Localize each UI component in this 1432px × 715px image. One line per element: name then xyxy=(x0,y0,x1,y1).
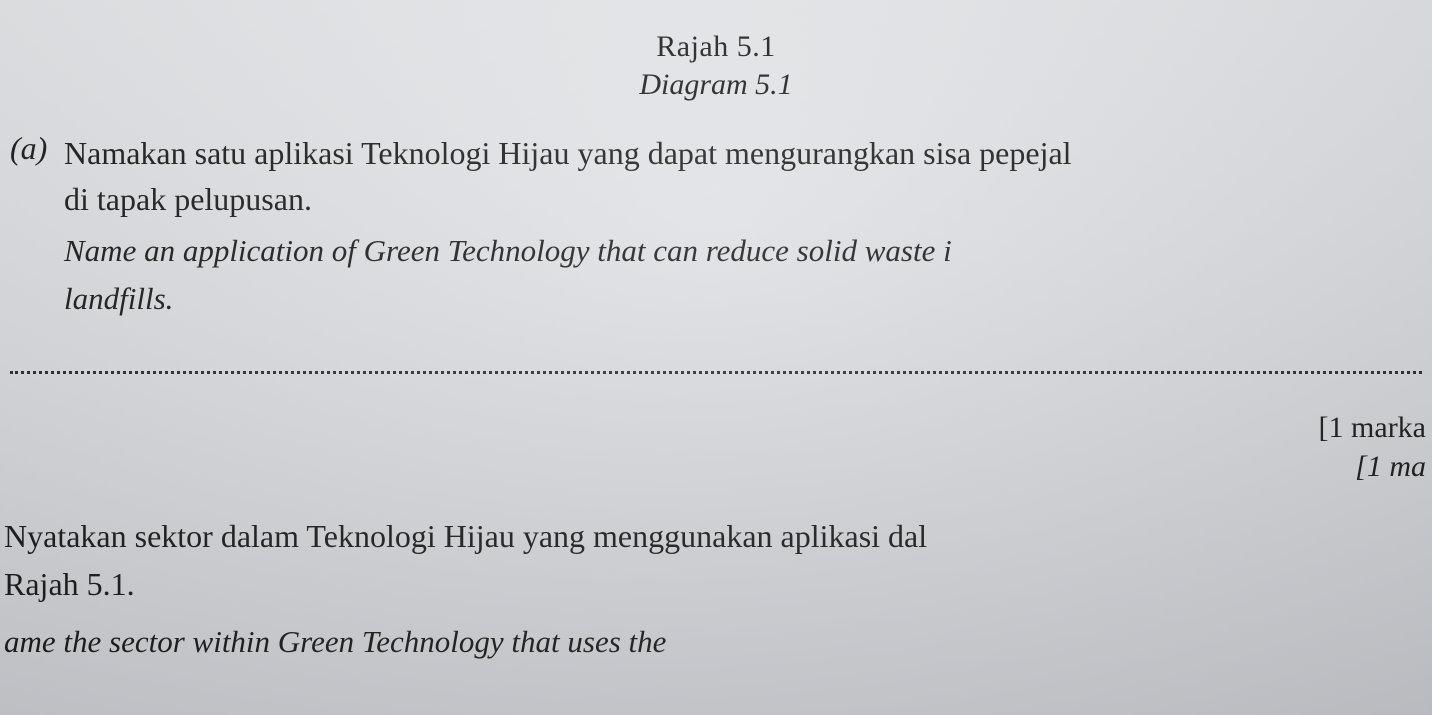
marks-english: [1 ma xyxy=(0,447,1426,486)
answer-blank-line xyxy=(10,371,1422,374)
text-line: Namakan satu aplikasi Teknologi Hijau ya… xyxy=(64,135,1072,171)
text-line: Rajah 5.1. xyxy=(4,566,135,602)
question-a-english: Name an application of Green Technology … xyxy=(64,227,1426,323)
part-label-a: (a) xyxy=(10,130,60,167)
marks-malay: [1 marka xyxy=(0,408,1426,447)
text-line: Nyatakan sektor dalam Teknologi Hijau ya… xyxy=(4,518,927,554)
caption-malay: Rajah 5.1 xyxy=(0,30,1432,64)
figure-caption-block: Rajah 5.1 Diagram 5.1 xyxy=(0,30,1432,102)
question-part-a: (a) Namakan satu aplikasi Teknologi Hija… xyxy=(0,130,1432,323)
text-line: di tapak pelupusan. xyxy=(64,181,312,217)
marks-block: [1 marka [1 ma xyxy=(0,408,1432,486)
question-b-english: ame the sector within Green Technology t… xyxy=(4,618,1432,666)
text-line: Name an application of Green Technology … xyxy=(64,233,952,268)
question-b-malay: Nyatakan sektor dalam Teknologi Hijau ya… xyxy=(4,512,1432,608)
part-a-body: Namakan satu aplikasi Teknologi Hijau ya… xyxy=(64,130,1426,323)
text-line: ame the sector within Green Technology t… xyxy=(4,624,666,659)
caption-english: Diagram 5.1 xyxy=(0,68,1432,102)
question-a-malay: Namakan satu aplikasi Teknologi Hijau ya… xyxy=(64,130,1426,223)
text-line: landfills. xyxy=(64,281,173,316)
question-part-b: Nyatakan sektor dalam Teknologi Hijau ya… xyxy=(0,512,1432,666)
